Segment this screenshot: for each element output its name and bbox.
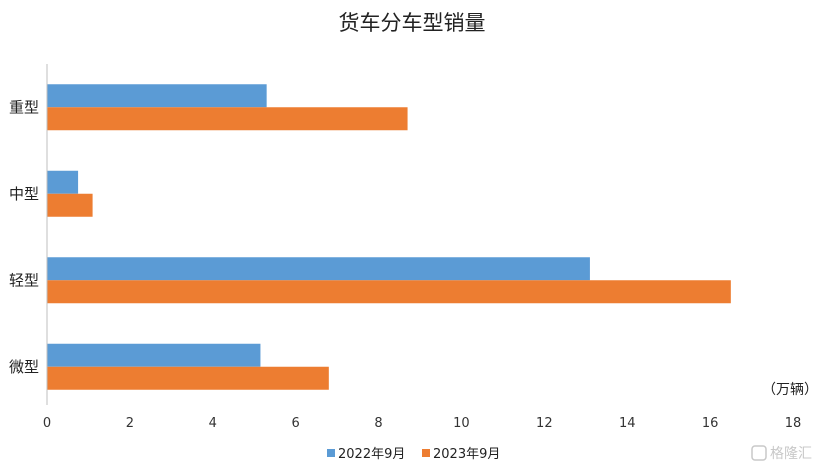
x-tick-label-6: 6 bbox=[292, 416, 300, 431]
category-label-3: 微型 bbox=[9, 358, 39, 376]
x-tick-label-14: 14 bbox=[619, 416, 636, 431]
bar-2023-2 bbox=[47, 280, 731, 304]
legend-label-2023: 2023年9月 bbox=[433, 447, 500, 462]
x-tick-label-12: 12 bbox=[536, 416, 553, 431]
category-label-0: 重型 bbox=[9, 98, 39, 116]
watermark-logo-icon bbox=[751, 445, 767, 461]
bar-2022-1 bbox=[47, 170, 79, 194]
bar-2022-3 bbox=[47, 343, 261, 367]
x-tick-labels: 0 2 4 6 8 10 12 14 16 18 bbox=[43, 416, 801, 431]
bar-2023-3 bbox=[47, 366, 329, 390]
x-tick-label-2: 2 bbox=[126, 416, 134, 431]
watermark-text: 格隆汇 bbox=[770, 446, 812, 462]
x-tick-label-10: 10 bbox=[453, 416, 470, 431]
legend: 2022年9月 2023年9月 bbox=[327, 447, 500, 462]
bar-2023-0 bbox=[47, 107, 408, 131]
unit-label: （万辆） bbox=[762, 382, 818, 398]
x-tick-label-18: 18 bbox=[785, 416, 802, 431]
bar-2023-1 bbox=[47, 193, 93, 217]
chart-title: 货车分车型销量 bbox=[339, 11, 486, 35]
legend-swatch-2023 bbox=[422, 449, 430, 457]
legend-label-2022: 2022年9月 bbox=[338, 447, 405, 462]
bar-2022-2 bbox=[47, 257, 590, 281]
category-label-1: 中型 bbox=[9, 185, 39, 203]
watermark: 格隆汇 bbox=[751, 445, 812, 462]
x-tick-label-16: 16 bbox=[702, 416, 719, 431]
legend-swatch-2022 bbox=[327, 449, 335, 457]
x-tick-label-8: 8 bbox=[374, 416, 382, 431]
bars-group bbox=[47, 84, 731, 390]
x-tick-label-4: 4 bbox=[209, 416, 217, 431]
category-label-2: 轻型 bbox=[9, 271, 39, 289]
x-tick-label-0: 0 bbox=[43, 416, 51, 431]
bar-2022-0 bbox=[47, 84, 267, 108]
